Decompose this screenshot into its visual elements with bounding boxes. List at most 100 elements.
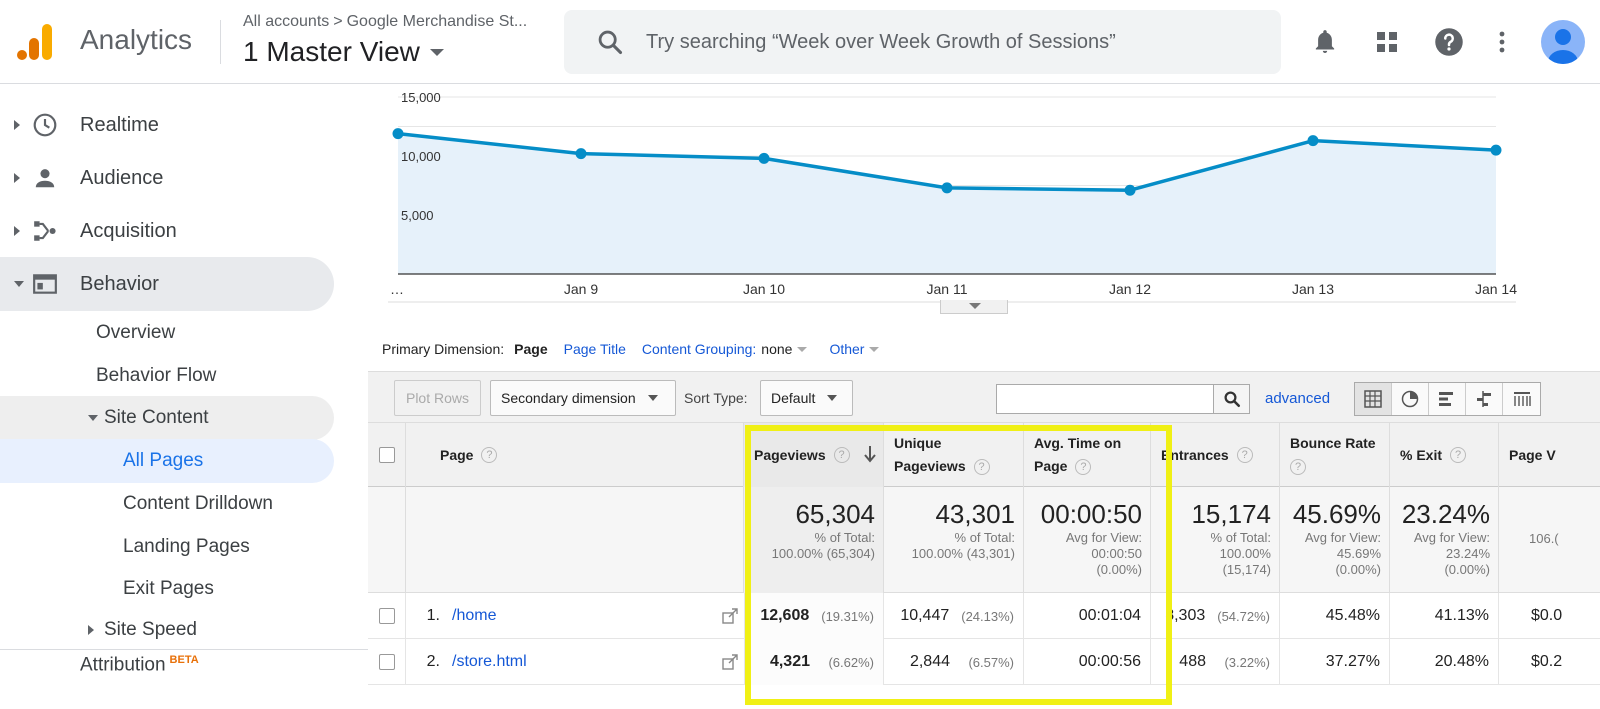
help-question-icon[interactable]: ? [973, 459, 990, 476]
help-question-icon[interactable]: ? [481, 447, 498, 463]
table-search-button[interactable] [1214, 384, 1250, 414]
page-link[interactable]: /store.html [452, 653, 527, 670]
help-question-icon[interactable]: ? [1450, 447, 1467, 463]
sidebar-item-landing-pages[interactable]: Landing Pages [0, 525, 334, 569]
cell-value: 8,303 [1165, 607, 1206, 624]
select-all-checkbox[interactable] [378, 447, 395, 463]
column-header-line: Unique [894, 435, 942, 451]
report-main: 15,000 10,000 5,000 … Jan 9 Jan 10 Jan 11 Jan 1… [368, 85, 1600, 709]
table-filter-input[interactable] [996, 384, 1214, 414]
total-value: 00:00:50 [1040, 499, 1142, 529]
dimension-content-grouping[interactable]: Content Grouping: none [642, 341, 808, 357]
cell-value: 2,844 [909, 653, 950, 670]
row-exit: 41.13% [1390, 593, 1499, 639]
caret-down-icon [869, 346, 880, 352]
sidebar-item-label: Overview [96, 322, 176, 343]
total-caption: Avg for View: [1304, 530, 1381, 545]
data-point [392, 128, 404, 140]
row-pageviews: 4,321 (6.62%) [744, 639, 884, 685]
row-pageviews: 12,608 (19.31%) [744, 593, 884, 639]
sidebar-item-site-content[interactable]: Site Content [0, 396, 334, 440]
column-header-entrances[interactable]: Entrances? [1151, 423, 1280, 487]
column-header-pageviews[interactable]: Pageviews? [744, 423, 884, 487]
row-unique-pageviews: 10,447 (24.13%) [884, 593, 1024, 639]
sort-type-select[interactable]: Default [760, 380, 853, 416]
column-header-page-value[interactable]: Page V [1499, 423, 1600, 487]
open-external-icon[interactable] [722, 608, 738, 624]
chart-collapse-handle[interactable] [940, 300, 1008, 314]
plot-rows-button[interactable]: Plot Rows [394, 380, 481, 416]
row-checkbox[interactable] [378, 608, 395, 624]
behavior-icon [33, 274, 57, 294]
secondary-dimension-select[interactable]: Secondary dimension [490, 380, 676, 416]
row-checkbox[interactable] [378, 654, 395, 670]
dimension-page[interactable]: Page [514, 341, 548, 357]
sidebar-item-overview[interactable]: Overview [0, 311, 334, 355]
total-value: 43,301 [935, 499, 1015, 529]
advanced-filter-link[interactable]: advanced [1265, 390, 1331, 407]
total-caption: 100.00% [1219, 546, 1271, 561]
help-question-icon[interactable]: ? [1236, 447, 1253, 463]
sidebar-item-label: Audience [80, 166, 164, 189]
comparison-view-icon[interactable] [1466, 383, 1503, 415]
row-entrances: 488 (3.22%) [1151, 639, 1280, 685]
breadcrumb-property[interactable]: Google Merchandise St... [346, 13, 528, 30]
sidebar-item-behavior[interactable]: Behavior [0, 257, 334, 311]
sidebar-item-realtime[interactable]: Realtime [0, 98, 334, 152]
sidebar-item-label: Realtime [80, 113, 159, 136]
collapse-arrow-icon [88, 415, 98, 421]
sidebar-item-acquisition[interactable]: Acquisition [0, 204, 334, 258]
dimension-page-title[interactable]: Page Title [563, 341, 626, 357]
person-icon [35, 169, 55, 188]
column-header-line: Pageviews [894, 458, 966, 474]
secondary-dimension-label: Secondary dimension [501, 390, 636, 406]
column-header-unique-pageviews[interactable]: Unique Pageviews? [884, 423, 1024, 487]
apps-grid-icon[interactable] [1369, 24, 1405, 60]
data-point [1490, 144, 1502, 156]
data-point [575, 148, 587, 160]
caret-down-icon [797, 346, 808, 352]
pie-chart-view-icon[interactable] [1392, 383, 1429, 415]
sidebar-item-label: All Pages [123, 450, 204, 471]
column-header-exit[interactable]: % Exit? [1390, 423, 1499, 487]
sidebar-item-all-pages[interactable]: All Pages [0, 439, 334, 483]
data-point [1124, 184, 1136, 196]
help-question-icon[interactable]: ? [1075, 459, 1092, 476]
view-selector[interactable]: 1 Master View [243, 36, 444, 68]
help-question-icon[interactable]: ? [1290, 459, 1306, 476]
notifications-bell-icon[interactable] [1307, 24, 1343, 60]
term-cloud-view-icon[interactable] [1503, 383, 1540, 415]
more-vert-icon[interactable] [1484, 24, 1520, 60]
sidebar-item-site-speed[interactable]: Site Speed [0, 608, 334, 652]
data-table-view-icon[interactable] [1355, 383, 1392, 415]
row-number: 1. [426, 607, 440, 624]
performance-view-icon[interactable] [1429, 383, 1466, 415]
dimension-other[interactable]: Other [829, 341, 880, 357]
account-avatar[interactable] [1541, 20, 1585, 64]
help-icon[interactable] [1431, 24, 1467, 60]
help-question-icon[interactable]: ? [833, 447, 850, 463]
sidebar-item-behavior-flow[interactable]: Behavior Flow [0, 354, 334, 398]
column-header-avg-time[interactable]: Avg. Time on Page? [1024, 423, 1151, 487]
page-link[interactable]: /home [452, 607, 497, 624]
total-caption: 00:00:50 [1091, 546, 1142, 561]
breadcrumb-account[interactable]: All accounts [243, 13, 330, 30]
sidebar-item-label: Behavior [80, 272, 159, 295]
cell-value: 41.13% [1434, 607, 1489, 624]
totals-entrances: 15,174 % of Total: 100.00% (15,174) [1151, 487, 1280, 593]
sidebar-item-label: Content Drilldown [123, 493, 273, 514]
analytics-logo-icon[interactable] [16, 22, 54, 62]
search-input[interactable] [646, 30, 1246, 54]
totals-page-cell [406, 487, 744, 593]
sidebar-item-exit-pages[interactable]: Exit Pages [0, 567, 334, 611]
breadcrumb[interactable]: All accounts > Google Merchandise St... [243, 13, 543, 31]
sidebar-item-content-drilldown[interactable]: Content Drilldown [0, 482, 334, 526]
column-header-bounce-rate[interactable]: Bounce Rate? [1280, 423, 1390, 487]
sidebar-item-attribution[interactable]: Attribution BETA [0, 643, 334, 687]
open-external-icon[interactable] [722, 654, 738, 670]
sidebar-item-audience[interactable]: Audience [0, 151, 334, 205]
sidebar-item-label: Site Speed [104, 619, 197, 640]
search-bar[interactable] [564, 10, 1281, 74]
row-page-value: $0.0 [1499, 593, 1600, 639]
column-header-page[interactable]: Page? [406, 423, 744, 487]
